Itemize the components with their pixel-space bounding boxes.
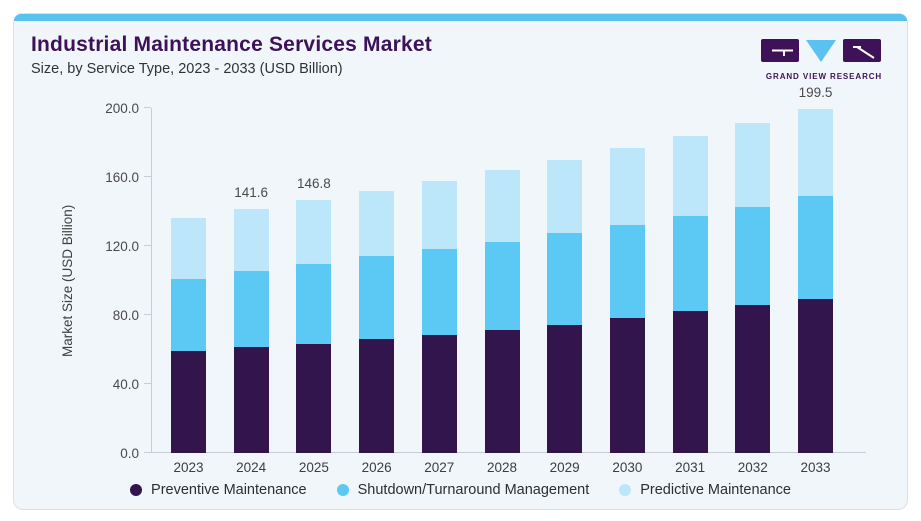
bar-segment-predictive-maintenance bbox=[296, 199, 332, 264]
gvr-logo-caption: GRAND VIEW RESEARCH bbox=[765, 72, 883, 81]
chart-title: Industrial Maintenance Services Market bbox=[31, 33, 432, 56]
legend-item: Predictive Maintenance bbox=[619, 482, 791, 498]
y-tick-mark bbox=[144, 245, 151, 246]
y-tick-label: 200.0 bbox=[105, 101, 139, 116]
bar-segment-predictive-maintenance bbox=[421, 181, 457, 249]
bar-group-2029 bbox=[547, 159, 583, 453]
bar-segment-predictive-maintenance bbox=[359, 190, 395, 257]
bar-segment-shutdown-turnaround-management bbox=[296, 263, 332, 344]
y-tick-mark bbox=[144, 383, 151, 384]
legend-label: Predictive Maintenance bbox=[640, 482, 791, 498]
bar-segment-shutdown-turnaround-management bbox=[233, 271, 269, 348]
y-tick-label: 160.0 bbox=[105, 170, 139, 185]
bar-group-2025 bbox=[296, 199, 332, 453]
bar-segment-predictive-maintenance bbox=[484, 170, 520, 243]
bar-group-2033 bbox=[798, 108, 833, 453]
grand-view-research-logo: GRAND VIEW RESEARCH bbox=[761, 38, 887, 81]
bar-segment-preventive-maintenance bbox=[735, 305, 771, 453]
y-tick-mark bbox=[144, 176, 151, 177]
bar-segment-preventive-maintenance bbox=[296, 343, 332, 453]
x-axis-label-2029: 2029 bbox=[549, 460, 580, 475]
y-tick-label: 120.0 bbox=[105, 239, 139, 254]
y-axis-title: Market Size (USD Billion) bbox=[60, 204, 75, 357]
bar-segment-shutdown-turnaround-management bbox=[547, 233, 583, 325]
bar-group-2024 bbox=[233, 208, 269, 453]
bar-segment-predictive-maintenance bbox=[547, 159, 583, 234]
bar-segment-preventive-maintenance bbox=[233, 347, 269, 453]
x-axis-label-2027: 2027 bbox=[424, 460, 455, 475]
bar-segment-shutdown-turnaround-management bbox=[609, 224, 645, 319]
bar-group-2023 bbox=[171, 218, 206, 453]
legend-label: Preventive Maintenance bbox=[151, 482, 307, 498]
y-axis-line bbox=[151, 108, 152, 453]
legend: Preventive Maintenance Shutdown/Turnaroun… bbox=[14, 482, 907, 498]
x-axis-label-2025: 2025 bbox=[298, 460, 329, 475]
bar-segment-preventive-maintenance bbox=[547, 324, 583, 453]
bar-segment-shutdown-turnaround-management bbox=[359, 256, 395, 340]
bar-group-2031 bbox=[672, 135, 708, 453]
bar-segment-shutdown-turnaround-management bbox=[798, 195, 833, 300]
chart-header: Industrial Maintenance Services Market S… bbox=[31, 33, 432, 77]
legend-swatch bbox=[336, 484, 349, 496]
card-top-accent-strip bbox=[14, 14, 907, 21]
legend-item: Preventive Maintenance bbox=[130, 482, 307, 498]
x-axis-label-2031: 2031 bbox=[675, 460, 706, 475]
y-tick-mark bbox=[144, 107, 151, 108]
y-tick-label: 40.0 bbox=[112, 377, 139, 392]
bar-segment-preventive-maintenance bbox=[421, 334, 457, 453]
bar-segment-predictive-maintenance bbox=[609, 147, 645, 225]
bar-segment-predictive-maintenance bbox=[798, 108, 833, 196]
bar-group-2026 bbox=[359, 190, 395, 453]
bar-segment-preventive-maintenance bbox=[171, 350, 206, 453]
bar-segment-preventive-maintenance bbox=[484, 330, 520, 453]
legend-item: Shutdown/Turnaround Management bbox=[336, 482, 590, 498]
bar-segment-shutdown-turnaround-management bbox=[672, 215, 708, 312]
x-axis-label-2023: 2023 bbox=[173, 460, 204, 475]
x-axis-label-2026: 2026 bbox=[361, 460, 392, 475]
chart-subtitle: Size, by Service Type, 2023 - 2033 (USD … bbox=[31, 61, 343, 77]
x-axis-label-2032: 2032 bbox=[737, 460, 768, 475]
bar-total-label-2025: 146.8 bbox=[296, 175, 331, 191]
bar-segment-predictive-maintenance bbox=[672, 135, 708, 216]
bar-segment-predictive-maintenance bbox=[233, 208, 269, 272]
x-axis-label-2028: 2028 bbox=[486, 460, 518, 475]
gvr-logo-icon bbox=[761, 39, 881, 62]
x-axis-label-2030: 2030 bbox=[612, 460, 643, 475]
bar-segment-shutdown-turnaround-management bbox=[171, 278, 206, 351]
y-tick-label: 80.0 bbox=[112, 308, 139, 323]
y-tick-mark bbox=[144, 314, 151, 315]
bar-segment-shutdown-turnaround-management bbox=[484, 242, 520, 331]
bar-group-2032 bbox=[735, 123, 771, 453]
bar-group-2028 bbox=[484, 170, 520, 453]
bar-segment-preventive-maintenance bbox=[672, 311, 708, 453]
bar-group-2027 bbox=[421, 181, 457, 453]
legend-swatch bbox=[619, 484, 632, 496]
bar-total-label-2024: 141.6 bbox=[234, 184, 269, 200]
bar-segment-shutdown-turnaround-management bbox=[421, 248, 457, 335]
chart-card: Industrial Maintenance Services Market S… bbox=[13, 13, 908, 510]
x-axis-label-2024: 2024 bbox=[236, 460, 267, 475]
legend-swatch bbox=[130, 484, 143, 496]
bar-segment-predictive-maintenance bbox=[735, 123, 771, 207]
bar-segment-preventive-maintenance bbox=[798, 299, 833, 453]
y-tick-mark bbox=[144, 452, 151, 453]
bar-segment-predictive-maintenance bbox=[171, 218, 206, 279]
bar-total-label-2033: 199.5 bbox=[798, 84, 833, 100]
x-axis-label-2033: 2033 bbox=[800, 460, 831, 475]
bar-segment-preventive-maintenance bbox=[609, 318, 645, 453]
bar-group-2030 bbox=[609, 147, 645, 453]
legend-label: Shutdown/Turnaround Management bbox=[357, 482, 590, 498]
bar-segment-shutdown-turnaround-management bbox=[735, 206, 771, 305]
y-tick-label: 0.0 bbox=[120, 446, 139, 461]
plot-area: 0.0 40.0 80.0 120.0 160.0 200.0 2023 141.6 2024 1… bbox=[105, 85, 866, 475]
bar-segment-preventive-maintenance bbox=[359, 339, 395, 453]
